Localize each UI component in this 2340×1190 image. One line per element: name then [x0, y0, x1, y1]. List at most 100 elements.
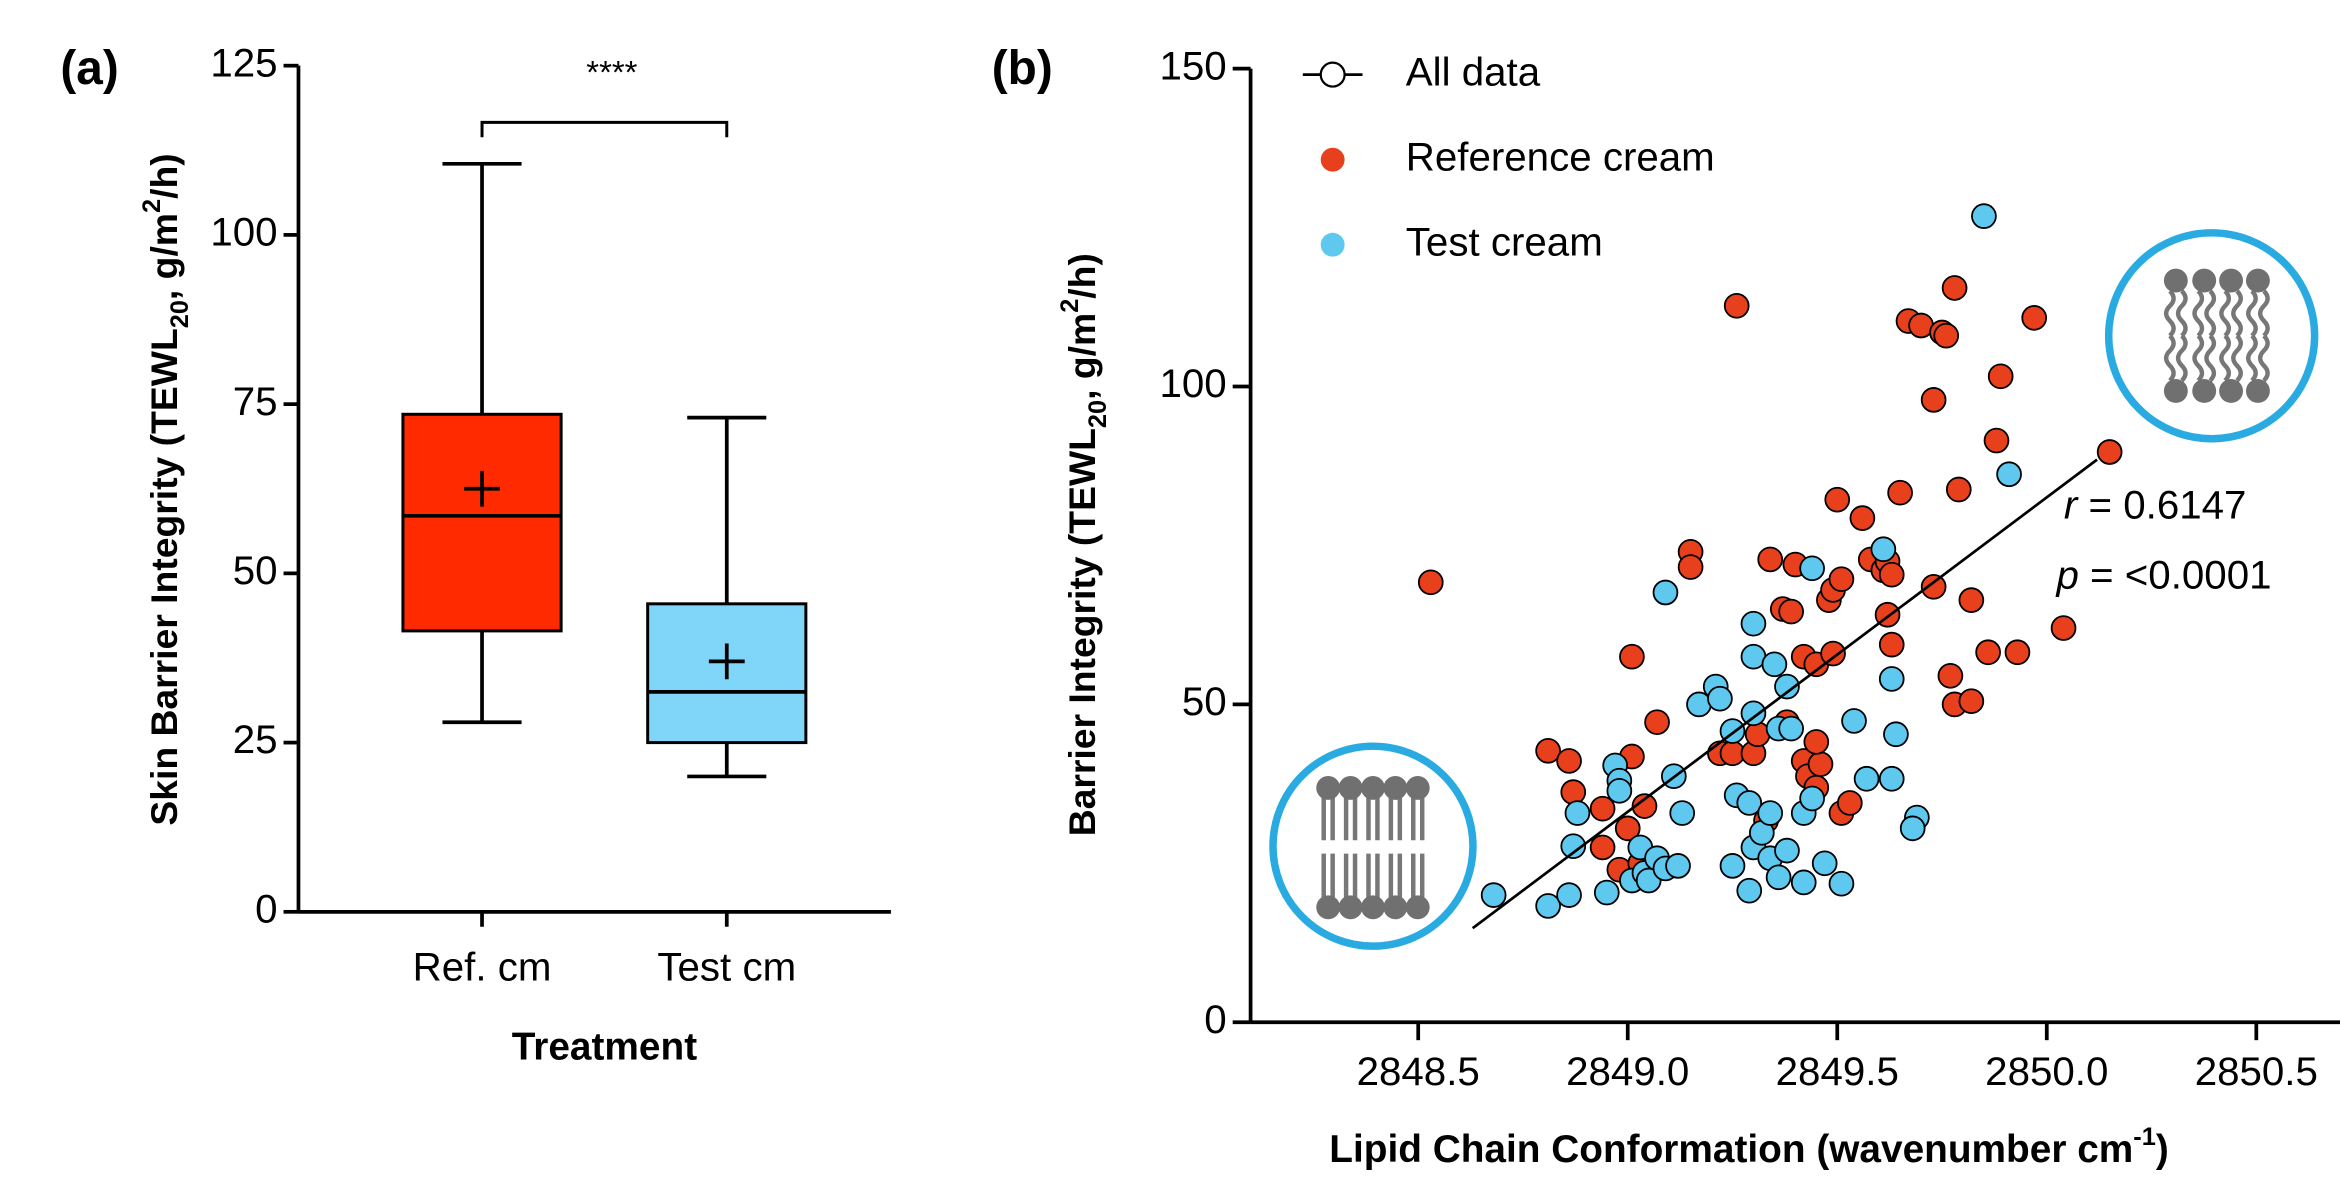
point [1744, 721, 1771, 748]
significance-bracket [480, 120, 729, 138]
box [401, 412, 563, 633]
x-axis-title-part: ) [2156, 1128, 2169, 1171]
y-axis-title-part: 20 [1084, 400, 1112, 428]
point [1937, 662, 1964, 689]
y-axis-title: Barrier Integrity (TEWL20, g/m2/h) [1056, 253, 1112, 836]
point [1799, 555, 1825, 582]
x-tick-label: 2848.5 [1357, 1049, 1480, 1094]
point [1878, 765, 1905, 792]
gel-lipid-icon [1269, 742, 1477, 950]
point [2050, 615, 2077, 641]
point [1971, 203, 1997, 229]
point [1606, 778, 1633, 804]
stat-value: 0.6147 [2123, 482, 2246, 527]
panel-label: (a) [60, 42, 118, 95]
point [2021, 305, 2048, 331]
point [1589, 834, 1616, 861]
point [1878, 666, 1905, 692]
point [1820, 640, 1846, 667]
point [1723, 292, 1750, 319]
point [1774, 673, 1800, 700]
y-axis-title-part: 2 [1056, 299, 1084, 313]
liquid-lipid-icon [2104, 229, 2319, 443]
point [1799, 785, 1825, 812]
x-axis-title-part: Lipid Chain Conformation (wavenumber cm [1329, 1128, 2133, 1171]
point [1933, 322, 1960, 349]
y-axis-title-part: Skin Barrier Integrity (TEWL [143, 328, 185, 825]
point [1870, 536, 1897, 563]
point [1778, 598, 1804, 625]
y-axis-title-part: , g/m [143, 213, 185, 300]
point [1560, 779, 1587, 805]
stat-eq: = [2079, 552, 2125, 597]
point [1824, 486, 1851, 513]
point [1958, 587, 1985, 613]
y-tick-label: 25 [233, 717, 278, 762]
point [1644, 709, 1670, 736]
point [1899, 815, 1926, 842]
point [1983, 427, 2010, 454]
stat-value: <0.0001 [2125, 552, 2272, 597]
point [1975, 639, 2001, 666]
point [1619, 643, 1645, 670]
point [1707, 685, 1733, 712]
point [2096, 439, 2123, 465]
point [1560, 833, 1587, 859]
point [1790, 869, 1817, 896]
point [1920, 573, 1947, 600]
box [646, 602, 808, 745]
point [1883, 721, 1909, 748]
point [1878, 631, 1905, 658]
y-tick-label: 150 [1159, 43, 1226, 88]
point [1740, 700, 1767, 727]
point [1564, 800, 1591, 826]
whisker-low [687, 742, 767, 779]
whisker-low [442, 630, 522, 725]
point [1589, 795, 1616, 822]
point [1878, 561, 1905, 588]
point [1920, 387, 1947, 413]
significance: **** [586, 53, 637, 90]
x-axis-title-part: -1 [2133, 1123, 2156, 1151]
y-tick-label: 100 [210, 210, 277, 255]
point [1853, 765, 1880, 792]
point [1535, 893, 1561, 919]
legend-marker [1320, 232, 1345, 257]
mean-marker [464, 470, 500, 507]
point [1652, 579, 1679, 606]
fit-line [1471, 458, 2098, 930]
y-tick-label: 50 [233, 548, 278, 593]
legend-label: Reference cream [1406, 134, 1715, 179]
point [1669, 800, 1696, 826]
point [1811, 850, 1838, 877]
point [1987, 363, 2014, 390]
y-tick-label: 125 [210, 40, 277, 85]
point [1665, 853, 1691, 879]
x-tick-label: 2849.0 [1566, 1049, 1689, 1094]
x-tick-label: 2849.5 [1776, 1049, 1899, 1094]
point [1836, 790, 1863, 816]
point [1774, 837, 1800, 864]
point [1849, 505, 1876, 531]
y-tick-label: 50 [1182, 679, 1227, 724]
point [1736, 877, 1763, 904]
point [2004, 639, 2031, 666]
x-tick-label: Ref. cm [413, 945, 552, 990]
x-tick-label: 2850.5 [2195, 1049, 2318, 1094]
point [1719, 853, 1746, 879]
stat-symbol: p [2055, 552, 2078, 597]
y-axis-title-part: 2 [138, 199, 166, 213]
point [1828, 566, 1855, 592]
y-axis-title-part: /h) [1061, 253, 1103, 299]
whisker-high [687, 415, 767, 604]
y-axis-title-part: 20 [166, 300, 194, 328]
point [1887, 479, 1913, 506]
stat-r: r = 0.6147 [2064, 482, 2247, 527]
point [1736, 790, 1763, 816]
point [1535, 737, 1561, 764]
y-tick-label: 0 [255, 886, 277, 931]
y-axis-title: Skin Barrier Integrity (TEWL20, g/m2/h) [138, 153, 194, 825]
x-tick-label: 2850.0 [1985, 1049, 2108, 1094]
y-tick-label: 100 [1159, 361, 1226, 406]
